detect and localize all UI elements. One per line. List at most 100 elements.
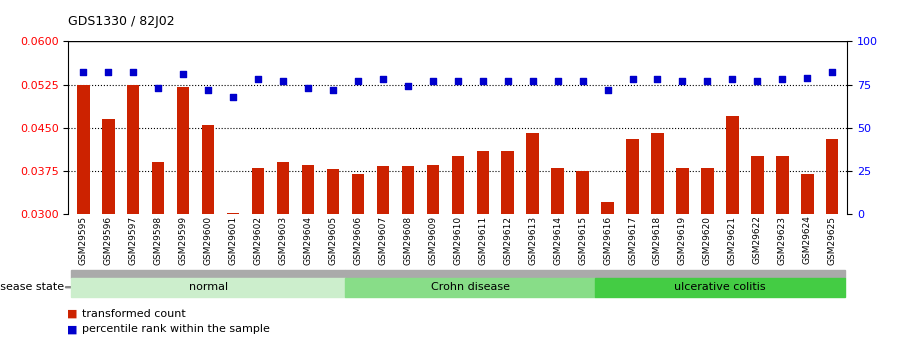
Text: GSM29608: GSM29608 xyxy=(404,216,413,265)
Point xyxy=(351,78,365,84)
Text: disease state: disease state xyxy=(0,282,64,292)
Bar xyxy=(751,156,763,214)
Bar xyxy=(527,134,539,214)
Point xyxy=(576,78,590,84)
Text: GSM29597: GSM29597 xyxy=(128,216,138,265)
Text: GSM29595: GSM29595 xyxy=(79,216,87,265)
Bar xyxy=(277,162,290,214)
Text: GSM29599: GSM29599 xyxy=(179,216,188,265)
Point xyxy=(425,78,440,84)
Bar xyxy=(127,85,139,214)
Bar xyxy=(551,168,564,214)
Text: GSM29620: GSM29620 xyxy=(703,216,711,265)
Text: GSM29612: GSM29612 xyxy=(503,216,512,265)
Bar xyxy=(102,119,115,214)
Bar xyxy=(302,165,314,214)
Text: percentile rank within the sample: percentile rank within the sample xyxy=(82,325,270,334)
Point xyxy=(226,94,241,99)
Bar xyxy=(227,213,240,214)
Text: GSM29621: GSM29621 xyxy=(728,216,737,265)
Bar xyxy=(177,87,189,214)
Text: GSM29598: GSM29598 xyxy=(154,216,163,265)
Bar xyxy=(577,171,589,214)
Text: GSM29623: GSM29623 xyxy=(778,216,787,265)
Text: normal: normal xyxy=(189,282,228,292)
Point xyxy=(251,77,265,82)
Point xyxy=(200,87,215,92)
Bar xyxy=(251,168,264,214)
Point xyxy=(375,77,390,82)
Point xyxy=(176,71,190,77)
Bar xyxy=(452,156,464,214)
Text: GSM29607: GSM29607 xyxy=(378,216,387,265)
Text: GSM29604: GSM29604 xyxy=(303,216,312,265)
Bar xyxy=(801,174,814,214)
Text: GSM29615: GSM29615 xyxy=(578,216,587,265)
Point xyxy=(325,87,340,92)
Text: ■: ■ xyxy=(67,325,77,334)
Point xyxy=(101,70,116,75)
Bar xyxy=(202,125,214,214)
Text: GSM29625: GSM29625 xyxy=(828,216,836,265)
Text: GSM29602: GSM29602 xyxy=(253,216,262,265)
Text: ulcerative colitis: ulcerative colitis xyxy=(674,282,766,292)
Point xyxy=(76,70,90,75)
Text: GSM29609: GSM29609 xyxy=(428,216,437,265)
Point xyxy=(126,70,140,75)
Text: GSM29619: GSM29619 xyxy=(678,216,687,265)
Text: GSM29622: GSM29622 xyxy=(752,216,762,265)
Text: Crohn disease: Crohn disease xyxy=(431,282,510,292)
Point xyxy=(401,83,415,89)
Point xyxy=(800,75,814,80)
Point xyxy=(725,77,740,82)
Bar xyxy=(476,151,489,214)
Text: GSM29614: GSM29614 xyxy=(553,216,562,265)
Text: GSM29600: GSM29600 xyxy=(204,216,212,265)
Bar xyxy=(776,156,789,214)
Bar xyxy=(376,166,389,214)
Point xyxy=(476,78,490,84)
Bar xyxy=(426,165,439,214)
Text: GSM29603: GSM29603 xyxy=(279,216,288,265)
Point xyxy=(500,78,515,84)
Text: GDS1330 / 82J02: GDS1330 / 82J02 xyxy=(68,14,175,28)
Point xyxy=(675,78,690,84)
Point xyxy=(775,77,790,82)
Text: GSM29616: GSM29616 xyxy=(603,216,612,265)
Bar xyxy=(152,162,165,214)
Point xyxy=(625,77,640,82)
Point xyxy=(550,78,565,84)
Text: GSM29606: GSM29606 xyxy=(353,216,363,265)
Point xyxy=(825,70,840,75)
Text: transformed count: transformed count xyxy=(82,309,186,319)
Text: ■: ■ xyxy=(67,309,77,319)
Text: GSM29596: GSM29596 xyxy=(104,216,113,265)
Text: GSM29610: GSM29610 xyxy=(454,216,462,265)
Point xyxy=(276,78,291,84)
Text: GSM29618: GSM29618 xyxy=(653,216,662,265)
Bar xyxy=(501,151,514,214)
Bar xyxy=(651,134,664,214)
Text: GSM29624: GSM29624 xyxy=(803,216,812,265)
Text: GSM29605: GSM29605 xyxy=(329,216,337,265)
Point xyxy=(701,78,715,84)
Bar xyxy=(601,203,614,214)
Point xyxy=(301,85,315,91)
Text: GSM29613: GSM29613 xyxy=(528,216,537,265)
Bar xyxy=(726,116,739,214)
Bar xyxy=(402,166,415,214)
Point xyxy=(151,85,166,91)
Text: GSM29611: GSM29611 xyxy=(478,216,487,265)
Point xyxy=(600,87,615,92)
Bar xyxy=(676,168,689,214)
Bar xyxy=(826,139,838,214)
Bar xyxy=(701,168,713,214)
Text: GSM29617: GSM29617 xyxy=(628,216,637,265)
Text: GSM29601: GSM29601 xyxy=(229,216,238,265)
Bar xyxy=(352,174,364,214)
Bar xyxy=(626,139,639,214)
Point xyxy=(526,78,540,84)
Bar xyxy=(77,85,89,214)
Point xyxy=(650,77,665,82)
Bar xyxy=(327,169,339,214)
